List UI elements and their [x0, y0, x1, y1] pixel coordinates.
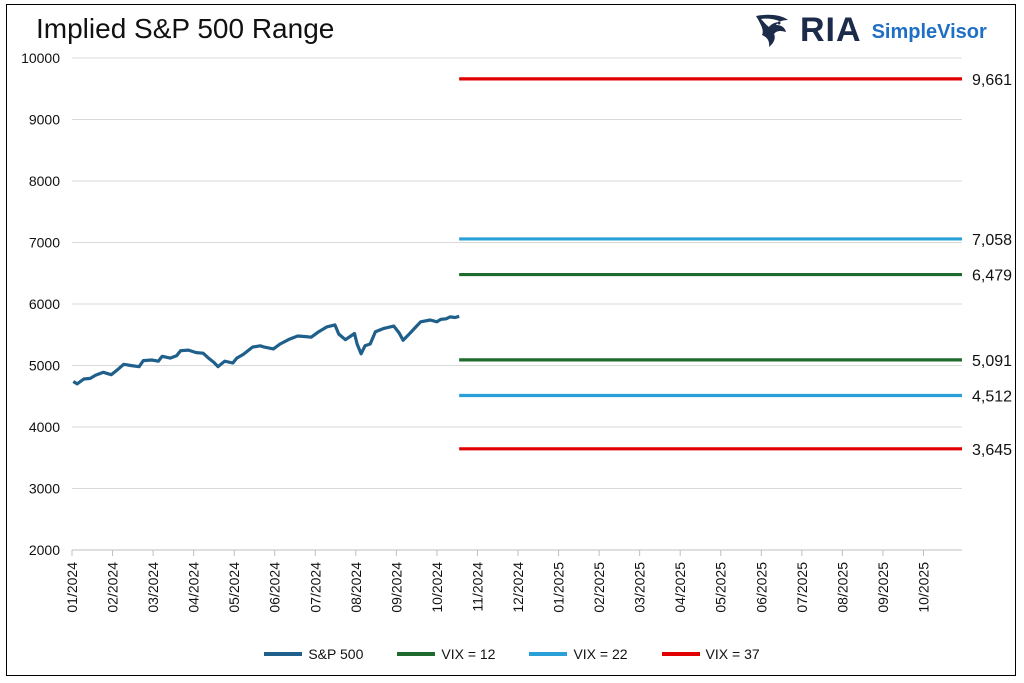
legend-label: S&P 500 [308, 646, 364, 662]
y-tick-label: 6000 [29, 296, 60, 312]
y-tick-label: 10000 [21, 50, 60, 66]
legend-item: VIX = 12 [397, 646, 495, 662]
range-label-upper: 7,058 [972, 232, 1012, 249]
logo-simplevisor-text: SimpleVisor [871, 20, 987, 43]
x-tick-label: 08/2024 [348, 562, 364, 613]
range-label-upper: 6,479 [972, 268, 1012, 285]
legend-item: S&P 500 [264, 646, 363, 662]
x-tick-label: 04/2025 [672, 562, 688, 613]
sp500-line [72, 314, 460, 386]
x-tick-label: 10/2025 [915, 562, 931, 613]
x-tick-label: 06/2024 [267, 562, 283, 613]
x-tick-label: 02/2024 [105, 562, 121, 613]
legend-item: VIX = 22 [529, 646, 628, 662]
legend-label: VIX = 37 [705, 646, 760, 662]
chart-title: Implied S&P 500 Range [36, 13, 335, 44]
legend-swatch [529, 652, 568, 656]
x-tick-label: 12/2024 [510, 562, 526, 613]
chart-frame [6, 4, 1016, 676]
x-tick-label: 05/2025 [713, 562, 729, 613]
x-tick-label: 08/2025 [834, 562, 850, 613]
x-tick-label: 09/2025 [875, 562, 891, 613]
eagle-icon [756, 14, 788, 47]
y-tick-label: 3000 [29, 481, 60, 497]
x-tick-label: 09/2024 [388, 562, 404, 613]
x-tick-label: 04/2024 [186, 562, 202, 613]
legend-label: VIX = 12 [441, 646, 496, 662]
y-tick-label: 2000 [29, 542, 60, 558]
legend: S&P 500 VIX = 12 VIX = 22 VIX = 37 [0, 646, 1024, 662]
x-tick-label: 03/2024 [145, 562, 161, 613]
y-tick-label: 9000 [29, 112, 60, 128]
range-label-lower: 4,512 [972, 389, 1012, 406]
x-tick-label: 03/2025 [632, 562, 648, 613]
range-label-upper: 9,661 [972, 72, 1012, 89]
range-label-lower: 5,091 [972, 353, 1012, 370]
x-tick-label: 07/2025 [794, 562, 810, 613]
x-tick-label: 02/2025 [591, 562, 607, 613]
legend-swatch [397, 652, 436, 656]
axes [71, 549, 962, 556]
x-tick-label: 11/2024 [469, 562, 485, 612]
y-tick-label: 7000 [29, 235, 60, 251]
y-tick-labels: 2000 3000 4000 5000 6000 7000 8000 9000 10000 [21, 50, 60, 558]
x-tick-label: 01/2025 [551, 562, 567, 613]
range-labels: 6,479 5,091 7,058 4,512 9,661 3,645 [972, 72, 1012, 459]
x-tick-label: 07/2024 [307, 562, 323, 613]
legend-label: VIX = 22 [573, 646, 628, 662]
x-tick-label: 05/2024 [226, 562, 242, 613]
legend-item: VIX = 37 [661, 646, 760, 662]
x-tick-label: 01/2024 [64, 562, 80, 613]
ria-logo: RIA SimpleVisor [752, 10, 987, 50]
x-tick-labels: 01/2024 02/2024 03/2024 04/2024 05/2024 06/20… [64, 562, 931, 613]
logo-ria-text: RIA [800, 10, 862, 49]
legend-swatch [661, 652, 700, 656]
x-tick-label: 10/2024 [429, 562, 445, 613]
y-tick-label: 8000 [29, 173, 60, 189]
range-label-lower: 3,645 [972, 442, 1012, 459]
x-tick-label: 06/2025 [753, 562, 769, 613]
series-layer [72, 77, 962, 451]
y-tick-label: 5000 [29, 358, 60, 374]
y-tick-label: 4000 [29, 419, 60, 435]
legend-swatch [264, 652, 303, 656]
